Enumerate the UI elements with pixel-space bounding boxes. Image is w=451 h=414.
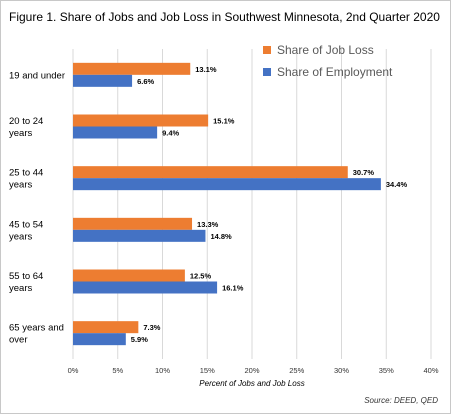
- x-axis-title: Percent of Jobs and Job Loss: [199, 379, 304, 388]
- x-tick-label: 40%: [423, 366, 438, 375]
- x-tick-label: 30%: [334, 366, 349, 375]
- bar-employment: [73, 126, 158, 139]
- category-label: 45 to 54: [9, 219, 43, 230]
- data-label: 13.1%: [195, 65, 217, 74]
- bar-employment: [73, 178, 381, 191]
- x-tick-label: 20%: [244, 366, 259, 375]
- category-label: 20 to 24: [9, 116, 43, 127]
- x-tick-label: 15%: [200, 366, 215, 375]
- data-label: 34.4%: [386, 180, 408, 189]
- data-label: 30.7%: [353, 168, 375, 177]
- x-tick-label: 0%: [68, 366, 79, 375]
- legend-label: Share of Job Loss: [277, 43, 374, 57]
- data-label: 9.4%: [162, 129, 179, 138]
- legend-label: Share of Employment: [277, 65, 393, 79]
- category-label: years: [9, 128, 32, 139]
- bar-job-loss: [73, 321, 139, 334]
- legend-swatch: [263, 46, 271, 54]
- source-note: Source: DEED, QED: [364, 396, 438, 405]
- bar-job-loss: [73, 114, 209, 127]
- data-label: 5.9%: [131, 335, 148, 344]
- chart-title: Figure 1. Share of Jobs and Job Loss in …: [9, 10, 440, 24]
- bar-employment: [73, 74, 133, 87]
- category-label: 25 to 44: [9, 168, 43, 179]
- bar-job-loss: [73, 62, 191, 75]
- legend-swatch: [263, 68, 271, 76]
- bar-job-loss: [73, 269, 185, 282]
- bar-employment: [73, 281, 218, 294]
- category-label: 65 years and: [9, 323, 64, 334]
- category-label: 55 to 64: [9, 271, 43, 282]
- x-tick-label: 10%: [155, 366, 170, 375]
- category-label: over: [9, 335, 27, 346]
- x-tick-label: 5%: [112, 366, 123, 375]
- category-label: years: [9, 283, 32, 294]
- data-label: 15.1%: [213, 117, 235, 126]
- bar-employment: [73, 333, 126, 346]
- category-label: years: [9, 180, 32, 191]
- category-label: 19 and under: [9, 70, 65, 81]
- x-tick-label: 25%: [289, 366, 304, 375]
- data-label: 12.5%: [190, 272, 212, 281]
- data-label: 6.6%: [137, 77, 154, 86]
- bar-job-loss: [73, 166, 348, 179]
- data-label: 7.3%: [143, 323, 160, 332]
- data-label: 14.8%: [210, 232, 232, 241]
- data-label: 16.1%: [222, 284, 244, 293]
- bar-employment: [73, 229, 206, 242]
- category-label: years: [9, 231, 32, 242]
- x-tick-label: 35%: [379, 366, 394, 375]
- bar-job-loss: [73, 217, 193, 230]
- data-label: 13.3%: [197, 220, 219, 229]
